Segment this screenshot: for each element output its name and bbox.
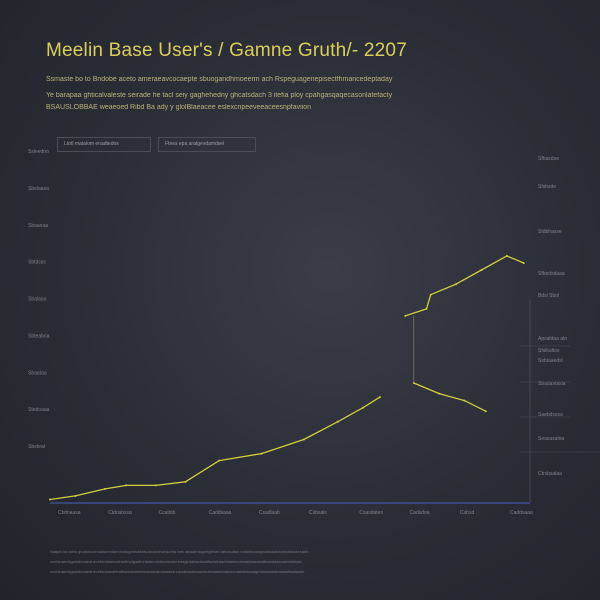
y-tick-label: Sbalaoo (28, 297, 47, 303)
right-tick-label: Sfbasdoe (538, 156, 559, 162)
x-tick-label: Csasdaten (359, 510, 383, 516)
data-point (429, 293, 432, 296)
x-tick-label: Csadlsab (259, 510, 280, 516)
right-tick-label: Ctrsbsalaa (538, 471, 562, 477)
legend-entry: Ltotl matalom enadtedos (57, 137, 151, 152)
chart-subtitle-line-1: Ssmaste bo to Bndobe aceto ameraeavcocae… (46, 76, 393, 83)
y-tick-label: Stedoaaa (28, 407, 50, 413)
data-point (49, 498, 51, 501)
series-line (49, 396, 381, 501)
data-point (463, 399, 466, 402)
data-point (74, 494, 77, 497)
x-tick-label: Caddsaaa (209, 510, 232, 516)
x-tick-label: Ccatstb (158, 510, 175, 516)
x-tick-label: Cadsdoa (410, 510, 430, 516)
data-point (480, 269, 483, 272)
x-tick-label: Cabsd (460, 510, 475, 516)
data-point (362, 406, 365, 409)
y-tick-label: Sbeteal (28, 444, 45, 450)
x-tick-label: Caddsaaa (510, 510, 533, 516)
data-point (425, 307, 428, 310)
chart-subtitle-line-3: BSAUSLOBBAE weaeoed Ribd Ba ady y glolBl… (46, 104, 312, 111)
y-tick-label: Sbteaboa (28, 333, 50, 339)
chart-title: Meelin Base User's / Gamne Gruth/- 2207 (46, 40, 407, 61)
data-point (522, 261, 525, 264)
right-tick-label: Sfslkaltos (538, 348, 560, 354)
y-tick-label: Sbaaoaa (28, 223, 48, 229)
footer-note-line: Stagdi ba odea ghabdssebtadsmedaehbndsgb… (50, 549, 309, 554)
data-point (260, 452, 263, 455)
right-tick-label: Sfbedsdaaa (538, 271, 565, 277)
x-tick-label: Ctstnaasa (58, 510, 81, 516)
series-line (413, 382, 486, 412)
data-point (302, 438, 305, 441)
x-tick-label: Ctdosbssa (108, 510, 132, 516)
series-line (405, 255, 525, 317)
data-point (154, 484, 157, 487)
right-tick-label: Ssbtaaedsl (538, 358, 563, 364)
legend-entry: Ftees epa aratgevdamdsel (158, 137, 256, 152)
data-point (484, 410, 487, 413)
footer-note-line: ssetanaedsgadaleaaeanevefadaasdtfealbada… (50, 569, 305, 574)
right-tick-label: Bdsl Sbol (538, 293, 559, 299)
data-point (125, 484, 128, 487)
y-tick-label: Sbtdsss (28, 260, 46, 266)
data-point (336, 420, 339, 423)
y-tick-label: Ssleedoo (28, 149, 49, 155)
data-point (184, 480, 187, 483)
data-point (404, 314, 407, 317)
data-point (103, 487, 106, 490)
data-point (218, 459, 221, 462)
chart-subtitle-line-2: Ye barapaa ghticalvaleste seirade he tac… (46, 92, 393, 99)
x-tick-label: Csbsals (309, 510, 327, 516)
right-tick-label: Sfdbhasse (538, 229, 562, 235)
data-point (438, 392, 441, 395)
footer-note-line: scetanaedsgadaleaaeanevefadataesaleaofes… (50, 559, 303, 564)
right-tick-label: Sfsbsde (538, 184, 556, 190)
y-tick-label: Sbelaasa (28, 186, 49, 192)
data-point (455, 283, 458, 286)
data-point (378, 396, 381, 399)
right-tick-label: Seasasalna (538, 436, 564, 442)
data-point (505, 254, 508, 257)
y-tick-label: Sbaataa (28, 370, 47, 376)
right-tick-label: Saebdsssa (538, 412, 563, 418)
right-tick-label: Sbadastasla (538, 381, 566, 387)
right-tick-label: Apsaldaa atn (538, 336, 567, 342)
